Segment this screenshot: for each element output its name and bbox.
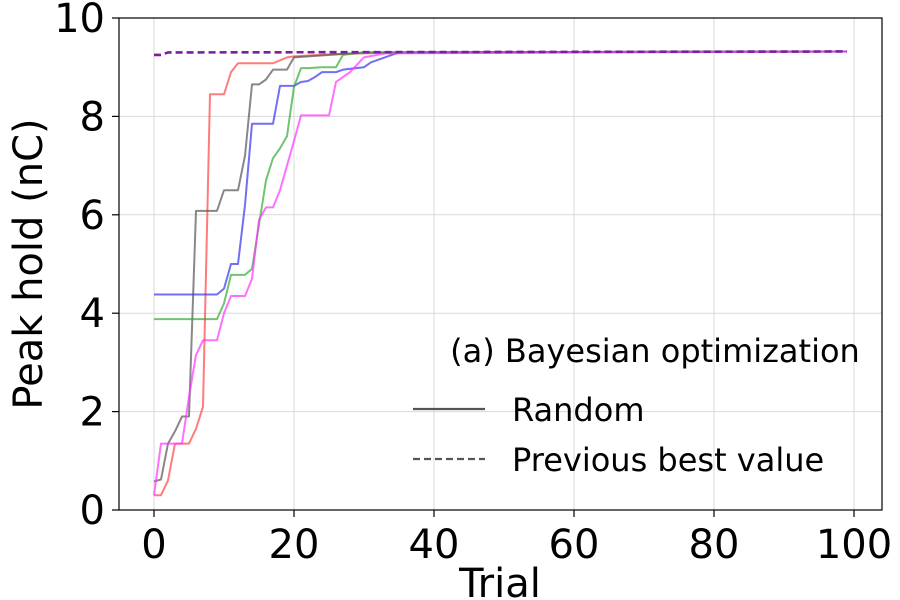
legend-label-random: Random — [512, 391, 644, 429]
y-tick-label: 8 — [80, 94, 105, 140]
y-tick-label: 2 — [80, 390, 105, 436]
y-tick-label: 6 — [80, 193, 105, 239]
x-tick-label: 0 — [141, 522, 166, 568]
series-line-random-4 — [153, 50, 848, 496]
legend-title: (a) Bayesian optimization — [450, 332, 860, 370]
series-line-previous-best-5 — [154, 50, 848, 57]
y-tick-label: 4 — [80, 291, 105, 337]
x-tick-label: 100 — [816, 522, 892, 568]
legend-label-previous-best: Previous best value — [512, 441, 824, 479]
x-tick-label: 80 — [689, 522, 740, 568]
y-axis-title: Peak hold (nC) — [6, 118, 52, 409]
x-tick-label: 60 — [549, 522, 600, 568]
legend: (a) Bayesian optimization Random Previou… — [413, 332, 860, 479]
series-line-random-3 — [154, 50, 848, 321]
y-tick-label: 10 — [54, 0, 105, 42]
ticks: 0 20 40 60 80 100 0 2 4 6 8 10 — [54, 0, 892, 568]
series-group — [153, 50, 848, 497]
series-line-random-1 — [153, 50, 848, 483]
series-line-random-2 — [154, 50, 848, 296]
y-tick-label: 0 — [80, 488, 105, 534]
x-axis-title: Trial — [458, 561, 541, 600]
x-tick-label: 20 — [269, 522, 320, 568]
x-tick-label: 40 — [409, 522, 460, 568]
plot-frame — [118, 17, 883, 511]
series-line-random-0 — [154, 50, 848, 497]
